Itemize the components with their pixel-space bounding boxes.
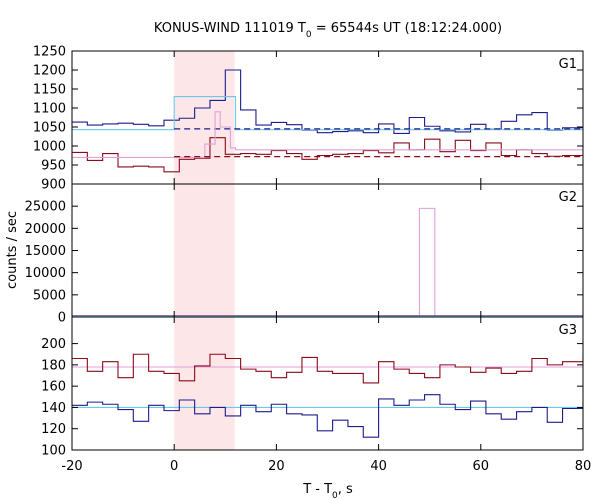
y-tick-label: 1050: [33, 121, 66, 136]
y-tick-label: 100: [41, 444, 66, 459]
y-tick-label: 180: [41, 358, 66, 373]
x-tick-label: 80: [575, 459, 592, 474]
y-tick-label: 10000: [25, 266, 66, 281]
y-tick-label: 0: [58, 311, 66, 326]
x-tick-label: 60: [473, 459, 490, 474]
chart-title: KONUS-WIND 111019 T0 = 65544s UT (18:12:…: [154, 21, 502, 40]
y-tick-label: 5000: [33, 288, 66, 303]
series-g1-0: [72, 69, 583, 135]
y-tick-label: 25000: [25, 200, 66, 215]
x-tick-label: 0: [170, 459, 178, 474]
y-tick-label: 1100: [33, 102, 66, 117]
y-tick-label: 140: [41, 401, 66, 416]
series-g2-0: [72, 207, 583, 317]
panel-label-g2: G2: [559, 190, 577, 205]
y-tick-label: 15000: [25, 244, 66, 259]
series-g1-1: [72, 96, 583, 131]
y-tick-label: 1000: [33, 140, 66, 155]
trigger-interval-highlight: [174, 51, 235, 450]
x-axis-label: T - T0, s: [302, 482, 353, 500]
y-tick-label: 1200: [33, 64, 66, 79]
y-tick-label: 120: [41, 422, 66, 437]
y-tick-label: 950: [41, 159, 66, 174]
y-tick-label: 1250: [33, 45, 66, 60]
x-tick-label: 20: [268, 459, 285, 474]
series-g1-3: [72, 137, 583, 173]
panel-frame-g2: [71, 183, 584, 318]
panel-frame-g3: [71, 316, 584, 451]
y-axis-label: counts / sec: [5, 211, 20, 289]
series-g3-3: [72, 394, 583, 438]
x-tick-label: 40: [370, 459, 387, 474]
panel-frame-g1: [71, 50, 584, 185]
y-tick-label: 1150: [33, 83, 66, 98]
panel-g2-series: [72, 207, 583, 317]
series-g3-1: [72, 353, 583, 384]
y-tick-label: 20000: [25, 222, 66, 237]
panel-label-g3: G3: [559, 323, 577, 338]
axis-tick-labels: G1900950100010501100115012001250G2050001…: [25, 45, 592, 475]
y-tick-label: 160: [41, 380, 66, 395]
panel-g3-series: [72, 353, 583, 438]
x-tick-label: -20: [61, 459, 82, 474]
series-layer: [72, 69, 583, 438]
series-g1-4: [72, 111, 583, 158]
panel-g1-series: [72, 69, 583, 173]
y-tick-label: 900: [41, 178, 66, 193]
y-tick-label: 200: [41, 337, 66, 352]
highlight-band: [174, 51, 235, 450]
panel-label-g1: G1: [559, 57, 577, 72]
panel-frames: [71, 50, 584, 451]
axis-ticks: [71, 50, 584, 451]
